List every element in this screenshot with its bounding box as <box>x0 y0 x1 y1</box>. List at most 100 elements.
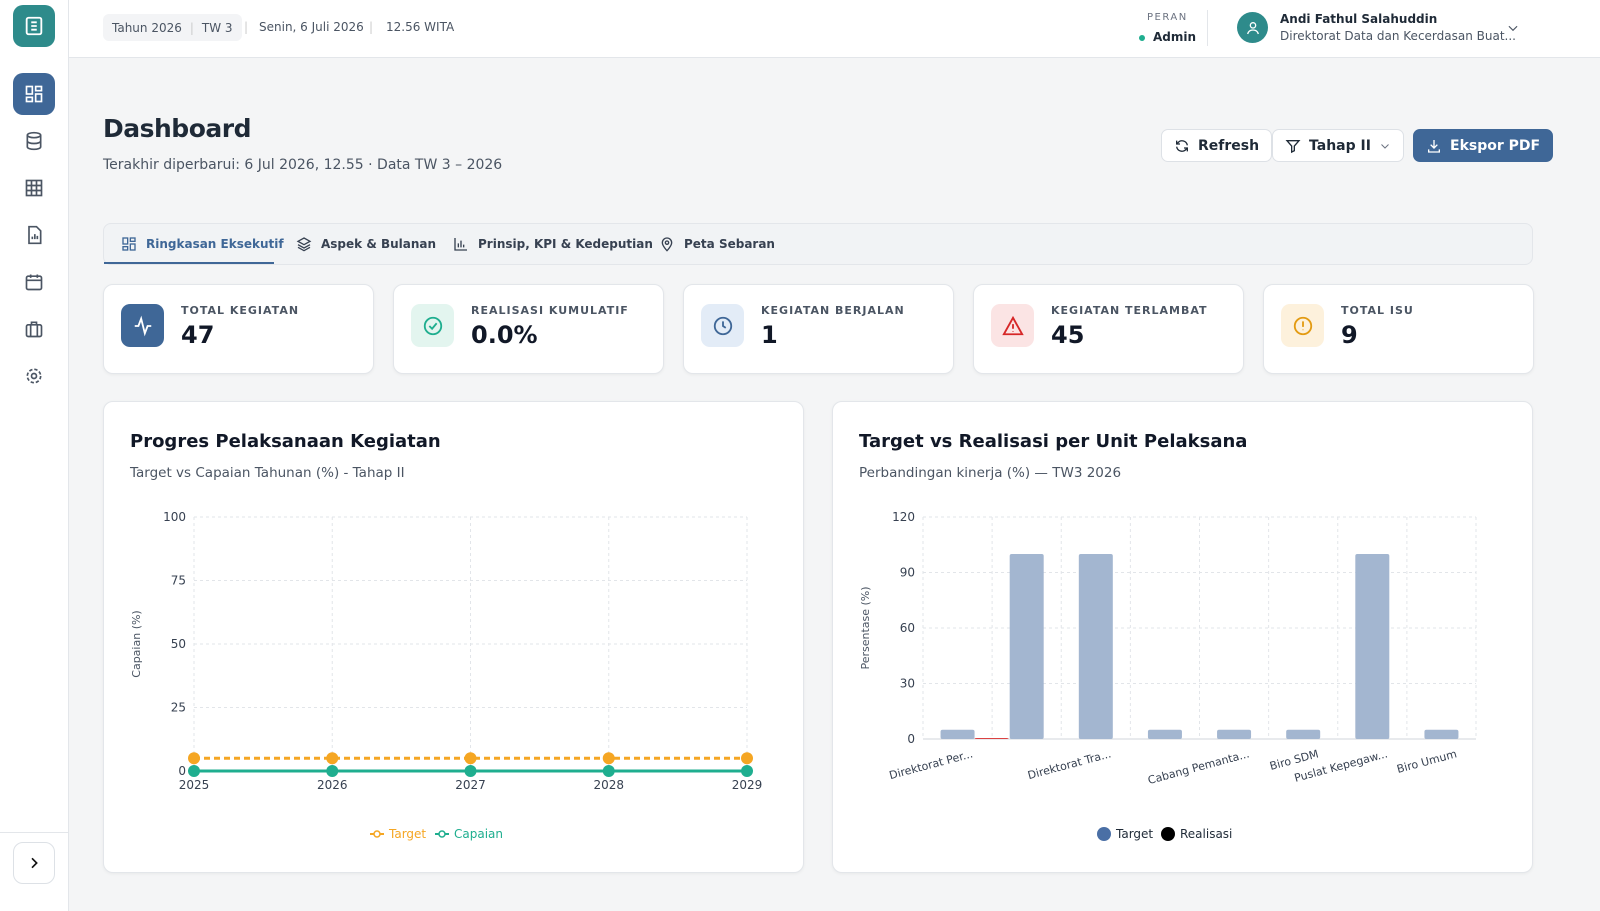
y-tick-label: 90 <box>900 566 915 580</box>
export-pdf-button[interactable]: Ekspor PDF <box>1413 129 1554 162</box>
kpi-icon <box>1281 304 1324 347</box>
page-title: Dashboard <box>103 114 251 143</box>
nav-dashboard[interactable] <box>13 73 55 115</box>
y-tick-label: 25 <box>171 701 186 715</box>
kpi-value: 47 <box>181 321 215 349</box>
page-subtitle: Terakhir diperbarui: 6 Jul 2026, 12.55 ·… <box>103 157 503 173</box>
x-tick-label: 2029 <box>732 778 763 792</box>
data-point <box>741 752 753 765</box>
y-tick-label: 30 <box>900 677 915 691</box>
icon <box>1246 21 1259 34</box>
data-point <box>602 765 615 777</box>
bar <box>1078 554 1113 739</box>
nav-table[interactable] <box>13 167 55 209</box>
tab[interactable]: Prinsip, KPI & Kedeputian <box>453 223 653 265</box>
button-label: Ekspor PDF <box>1450 137 1541 154</box>
y-tick-label: 75 <box>171 574 186 588</box>
chart-title: Target vs Realisasi per Unit Pelaksana <box>859 431 1247 452</box>
nav-calendar[interactable] <box>13 261 55 303</box>
kpi-card: TOTAL KEGIATAN 47 <box>103 284 374 374</box>
nav-database[interactable] <box>13 120 55 162</box>
top-bar: Tahun 2026 | TW 3 | Senin, 6 Juli 2026 | 1… <box>69 0 1600 58</box>
nav-report[interactable] <box>13 214 55 256</box>
x-tick-label: Cabang Pemanta... <box>1146 747 1250 787</box>
logo[interactable] <box>13 5 55 47</box>
data-point <box>188 765 200 777</box>
y-tick-label: 0 <box>907 732 915 746</box>
tab[interactable]: Peta Sebaran <box>659 223 775 265</box>
icon <box>25 179 43 197</box>
year: Tahun 2026 <box>112 20 182 35</box>
icon <box>122 237 136 251</box>
icon <box>26 131 42 151</box>
icon <box>1428 139 1440 153</box>
sidebar <box>0 0 69 911</box>
sidebar-toggle[interactable] <box>13 842 55 884</box>
date: Senin, 6 Juli 2026 <box>259 20 364 34</box>
legend-swatch <box>1161 827 1175 841</box>
kpi-card: KEGIATAN TERLAMBAT 45 <box>973 284 1244 374</box>
kpi-card: REALISASI KUMULATIF 0.0% <box>393 284 664 374</box>
kpi-card: KEGIATAN BERJALAN 1 <box>683 284 954 374</box>
y-axis-label: Persentase (%) <box>859 586 872 669</box>
stage-filter[interactable]: Tahap II <box>1272 129 1404 162</box>
tab-label: Peta Sebaran <box>684 237 775 251</box>
x-tick-label: 2027 <box>455 778 486 792</box>
bar <box>1355 554 1390 739</box>
legend-label: Realisasi <box>1180 827 1232 841</box>
button-label: Tahap II <box>1309 137 1371 154</box>
nav-briefcase[interactable] <box>13 308 55 350</box>
legend-label: Target <box>1115 827 1153 841</box>
tab[interactable]: Ringkasan Eksekutif <box>121 223 284 265</box>
quarter: TW 3 <box>201 20 233 35</box>
tab-bar <box>103 223 1533 265</box>
icon <box>134 315 151 336</box>
icon <box>31 857 38 869</box>
bar <box>940 729 975 739</box>
chart-card: Progres Pelaksanaan Kegiatan Target vs Ca… <box>103 401 804 873</box>
button-label: Refresh <box>1198 137 1260 154</box>
kpi-label: KEGIATAN TERLAMBAT <box>1051 304 1208 317</box>
avatar[interactable] <box>1237 12 1268 43</box>
y-axis-label: Capaian (%) <box>130 610 143 677</box>
icon <box>26 368 42 384</box>
user-menu-chevron[interactable] <box>1506 21 1520 35</box>
icon <box>296 237 312 252</box>
data-point <box>602 752 615 765</box>
kpi-label: KEGIATAN BERJALAN <box>761 304 905 317</box>
icon <box>661 237 673 252</box>
chart: Progres Pelaksanaan Kegiatan Target vs Ca… <box>129 431 763 841</box>
legend-swatch <box>373 830 381 838</box>
nav-settings[interactable] <box>13 355 55 397</box>
kpi-value: 9 <box>1341 321 1358 349</box>
legend-swatch <box>438 830 446 838</box>
icon <box>1176 139 1188 152</box>
x-tick-label: Direktorat Tra... <box>1026 747 1112 782</box>
tab-label: Ringkasan Eksekutif <box>146 237 284 251</box>
kpi-value: 45 <box>1051 321 1085 349</box>
tab[interactable]: Aspek & Bulanan <box>296 223 436 265</box>
role-label: PERAN <box>1147 12 1188 23</box>
legend-label: Target <box>388 827 426 841</box>
x-tick-label: 2028 <box>593 778 624 792</box>
icon <box>25 274 43 291</box>
data-point <box>326 752 339 765</box>
kpi-icon <box>411 304 454 347</box>
icon <box>1285 139 1301 153</box>
tab-label: Prinsip, KPI & Kedeputian <box>478 237 653 251</box>
legend-swatch <box>1097 827 1111 841</box>
tab-label: Aspek & Bulanan <box>321 237 437 251</box>
x-tick-label: 2026 <box>317 778 348 792</box>
bar <box>974 738 1009 739</box>
icon <box>1293 316 1312 335</box>
y-tick-label: 100 <box>163 510 186 524</box>
refresh-button[interactable]: Refresh <box>1161 129 1273 162</box>
data-point <box>464 752 477 765</box>
icon <box>25 321 43 338</box>
active-tab-indicator <box>104 262 274 264</box>
y-tick-label: 60 <box>900 621 915 635</box>
status-dot <box>1139 35 1145 41</box>
kpi-label: TOTAL ISU <box>1341 304 1414 317</box>
chart-subtitle: Perbandingan kinerja (%) — TW3 2026 <box>859 465 1121 481</box>
